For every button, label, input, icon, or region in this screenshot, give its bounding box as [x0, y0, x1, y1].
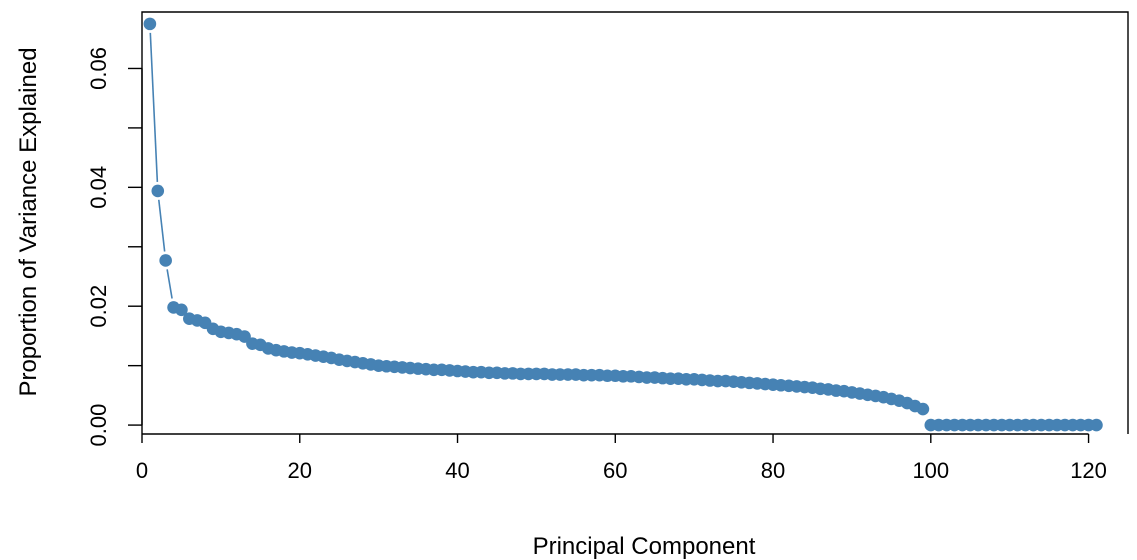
series-segment — [166, 269, 173, 299]
x-axis-title: Principal Component — [533, 533, 756, 560]
data-point — [159, 254, 172, 267]
labels-layer: Principal Component Proportion of Varian… — [15, 47, 756, 560]
y-tick-label: 0.06 — [86, 47, 111, 90]
data-point — [916, 402, 930, 416]
y-tick-label: 0.04 — [86, 166, 111, 209]
data-point — [175, 303, 188, 317]
x-tick-label: 80 — [761, 458, 785, 483]
data-point — [143, 17, 157, 31]
y-tick-label: 0.02 — [86, 285, 111, 328]
x-tick-label: 20 — [288, 458, 312, 483]
y-tick-label: 0.00 — [86, 404, 111, 447]
y-axis-title: Proportion of Variance Explained — [15, 47, 42, 396]
data-point — [1090, 418, 1103, 432]
x-tick-label: 120 — [1070, 458, 1107, 483]
x-tick-label: 0 — [136, 458, 148, 483]
series-segment — [149, 32, 159, 182]
plot-frame — [141, 11, 1129, 434]
x-tick-label: 40 — [445, 458, 469, 483]
axes-layer: 0 20 40 60 80 100 120 0.00 0.02 0.04 0.06 — [86, 11, 1129, 483]
data-point — [151, 184, 165, 198]
series-layer — [143, 17, 1103, 432]
x-tick-label: 60 — [603, 458, 627, 483]
x-tick-label: 100 — [912, 458, 949, 483]
series-segment — [157, 199, 166, 252]
